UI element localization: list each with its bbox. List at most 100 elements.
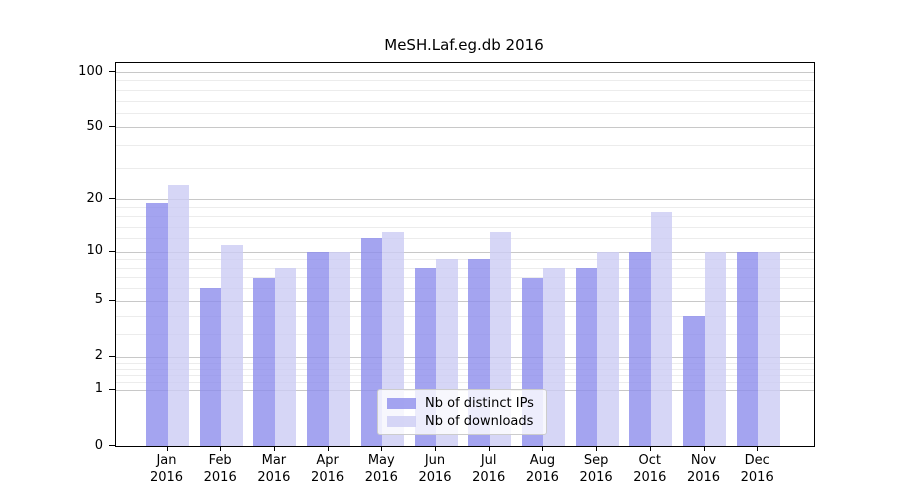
bar-distinct_ips-nov — [683, 315, 705, 446]
x-tick-label-sep: Sep 2016 — [561, 452, 631, 486]
minor-gridline-14 — [116, 226, 814, 228]
x-label-year-jul: 2016 — [472, 470, 506, 485]
x-tick-feb — [220, 446, 222, 451]
x-tick-label-jan: Jan 2016 — [132, 452, 202, 486]
x-tick-label-oct: Oct 2016 — [615, 452, 685, 486]
x-label-month-dec: Dec — [744, 453, 770, 468]
bar-distinct_ips-may — [360, 238, 383, 446]
bar-downloads-nov — [704, 251, 726, 446]
y-tick-label-20: 20 — [86, 190, 103, 206]
bar-downloads-jan — [167, 185, 189, 446]
legend-label-distinct-ips: Nb of distinct IPs — [425, 395, 534, 411]
legend-item-distinct-ips: Nb of distinct IPs — [378, 396, 546, 411]
x-label-month-jan: Jan — [156, 453, 177, 468]
x-tick-dec — [757, 446, 759, 451]
x-tick-label-apr: Apr 2016 — [293, 452, 363, 486]
x-label-year-apr: 2016 — [311, 470, 345, 485]
x-tick-label-may: May 2016 — [346, 452, 416, 486]
x-label-month-feb: Feb — [208, 453, 232, 468]
x-label-month-nov: Nov — [690, 453, 717, 468]
major-gridline-10 — [116, 251, 814, 253]
y-tick-2 — [109, 355, 115, 357]
bar-distinct_ips-dec — [736, 251, 759, 446]
x-label-year-mar: 2016 — [257, 470, 291, 485]
y-tick-label-10: 10 — [86, 243, 103, 259]
x-label-year-may: 2016 — [364, 470, 398, 485]
x-tick-may — [381, 446, 383, 451]
x-label-year-jun: 2016 — [418, 470, 452, 485]
bar-downloads-oct — [650, 211, 673, 446]
x-tick-jun — [435, 446, 436, 451]
legend-label-downloads: Nb of downloads — [425, 413, 534, 429]
minor-gridline-1.2 — [116, 382, 814, 384]
x-label-year-sep: 2016 — [579, 470, 613, 485]
x-label-year-feb: 2016 — [203, 470, 237, 485]
x-tick-label-jul: Jul 2016 — [454, 452, 524, 486]
y-tick-label-2: 2 — [94, 348, 103, 364]
minor-gridline-60 — [116, 112, 814, 114]
major-gridline-2 — [116, 356, 814, 358]
x-label-month-aug: Aug — [529, 453, 556, 468]
x-label-year-aug: 2016 — [525, 470, 559, 485]
x-tick-jan — [166, 446, 168, 451]
minor-gridline-40 — [116, 145, 814, 147]
x-label-month-jun: Jun — [424, 453, 446, 468]
x-tick-oct — [649, 446, 651, 451]
y-tick-label-1: 1 — [94, 381, 103, 397]
major-gridline-100 — [116, 72, 814, 73]
bar-distinct_ips-jan — [146, 203, 168, 446]
minor-gridline-80 — [116, 89, 814, 91]
legend-swatch-distinct-ips — [387, 397, 416, 409]
x-label-month-mar: Mar — [261, 453, 287, 468]
legend-item-downloads: Nb of downloads — [378, 414, 546, 429]
major-gridline-20 — [116, 199, 814, 201]
bar-downloads-apr — [328, 251, 351, 446]
bar-distinct_ips-apr — [307, 251, 329, 446]
x-label-year-oct: 2016 — [633, 470, 667, 485]
y-tick-0 — [109, 445, 115, 446]
x-tick-apr — [327, 446, 329, 451]
x-tick-label-feb: Feb 2016 — [185, 452, 255, 486]
x-label-year-nov: 2016 — [686, 470, 721, 485]
minor-gridline-9 — [116, 259, 814, 261]
minor-gridline-4 — [116, 315, 814, 317]
x-tick-nov — [703, 446, 705, 451]
x-tick-label-dec: Dec 2016 — [722, 452, 792, 486]
bar-distinct_ips-oct — [629, 251, 651, 446]
y-tick-label-5: 5 — [94, 292, 103, 308]
major-gridline-50 — [116, 127, 814, 129]
x-tick-aug — [542, 446, 544, 451]
x-label-year-dec: 2016 — [740, 470, 774, 485]
x-label-month-oct: Oct — [638, 453, 662, 468]
bar-distinct_ips-sep — [575, 267, 598, 446]
major-gridline-5 — [116, 300, 814, 302]
minor-gridline-18 — [116, 207, 814, 209]
x-tick-label-aug: Aug 2016 — [507, 452, 577, 486]
chart-title: MeSH.Laf.eg.db 2016 — [384, 36, 544, 54]
minor-gridline-1.6 — [116, 368, 814, 370]
minor-gridline-1.4 — [116, 375, 814, 377]
y-tick-label-100: 100 — [78, 63, 103, 79]
bar-downloads-aug — [543, 267, 565, 446]
bar-downloads-sep — [597, 251, 619, 446]
y-tick-10 — [109, 250, 115, 252]
minor-gridline-3 — [116, 333, 814, 335]
y-tick-label-50: 50 — [86, 118, 103, 134]
legend: Nb of distinct IPs Nb of downloads — [377, 389, 547, 435]
x-label-month-apr: Apr — [316, 453, 339, 468]
x-label-month-sep: Sep — [583, 453, 609, 468]
y-tick-50 — [109, 126, 115, 128]
x-label-month-jul: Jul — [480, 453, 497, 468]
x-tick-jul — [488, 446, 490, 451]
minor-gridline-90 — [116, 80, 814, 82]
minor-gridline-7 — [116, 277, 814, 279]
y-tick-1 — [109, 388, 115, 390]
y-tick-100 — [109, 71, 115, 72]
minor-gridline-16 — [116, 216, 814, 218]
minor-gridline-12 — [116, 238, 814, 240]
x-tick-sep — [596, 446, 598, 451]
x-label-month-may: May — [367, 453, 395, 468]
bar-distinct_ips-mar — [253, 277, 275, 446]
y-tick-5 — [109, 299, 115, 301]
